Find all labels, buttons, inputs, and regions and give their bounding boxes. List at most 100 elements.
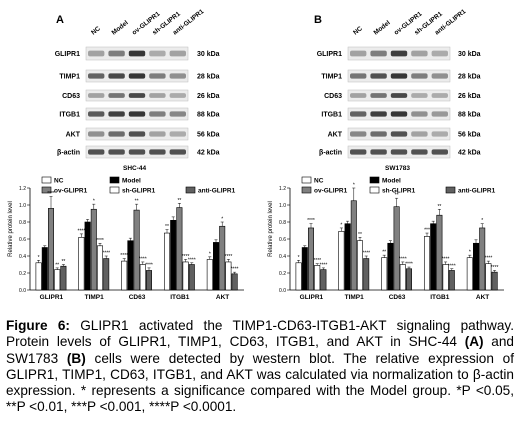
blot-band xyxy=(108,149,125,155)
y-tick-label: 0.0 xyxy=(279,288,286,294)
blot-band xyxy=(128,111,146,117)
blot-band xyxy=(431,131,448,137)
blot-band xyxy=(370,131,387,137)
significance-label: * xyxy=(340,222,342,228)
blot-band xyxy=(390,73,408,79)
size-label: 28 kDa xyxy=(458,74,481,81)
significance-label: **** xyxy=(96,238,104,244)
panel-letter: B xyxy=(314,14,322,26)
blot-band xyxy=(431,93,448,98)
blot-band xyxy=(350,93,367,98)
blot-band xyxy=(88,73,105,79)
blot-band xyxy=(411,131,428,137)
bar xyxy=(320,269,327,291)
significance-label: **** xyxy=(399,256,407,262)
size-label: 88 kDa xyxy=(458,112,481,119)
significance-label: * xyxy=(93,199,95,205)
significance-label: **** xyxy=(442,256,450,262)
significance-label: **** xyxy=(320,262,328,268)
significance-label: ** xyxy=(395,193,399,199)
bar xyxy=(393,206,400,291)
x-tick-label: ITGB1 xyxy=(170,294,190,300)
bar xyxy=(491,271,498,291)
blot-band xyxy=(128,93,146,98)
bar xyxy=(399,264,406,291)
blot-band xyxy=(128,50,146,57)
blot-band xyxy=(88,131,105,137)
blot-band xyxy=(350,111,367,117)
bar xyxy=(314,265,321,291)
significance-label: **** xyxy=(485,256,493,262)
y-tick-label: 0.4 xyxy=(19,254,26,260)
bar xyxy=(47,208,54,291)
bar xyxy=(405,268,412,291)
blot-band xyxy=(149,131,166,137)
blot-band xyxy=(128,73,146,79)
y-axis-label: Relative protein level xyxy=(268,201,274,257)
size-label: 88 kDa xyxy=(197,112,220,119)
blot-band xyxy=(350,50,367,57)
blot-band xyxy=(411,50,428,57)
legend-swatch xyxy=(185,186,196,194)
blot-panel-a: ANC Model ov-GLIPR1sh-GLIPR1anti-GLIPR1GLI… xyxy=(55,8,220,172)
cell-line-label: SHC-44 xyxy=(123,165,147,172)
caption-text-1: GLIPR1 activated the TIMP1-CD63-ITGB1-AK… xyxy=(6,318,514,350)
legend-label: ov-GLIPR1 xyxy=(314,188,348,195)
size-label: 56 kDa xyxy=(458,132,481,139)
y-tick-label: 0.8 xyxy=(19,220,26,226)
significance-label: * xyxy=(298,255,300,261)
significance-label: ** xyxy=(165,224,169,230)
significance-label: **** xyxy=(78,228,86,234)
x-tick-label: CD63 xyxy=(129,294,146,300)
significance-label: **** xyxy=(231,267,239,273)
significance-label: *** xyxy=(424,228,430,234)
protein-label: ITGB1 xyxy=(321,112,342,119)
blot-band xyxy=(149,111,166,117)
size-label: 26 kDa xyxy=(197,93,220,100)
bar xyxy=(133,209,140,291)
blot-band xyxy=(370,111,387,117)
blot-band xyxy=(128,131,146,137)
legend-label: NC xyxy=(314,178,324,185)
blot-band xyxy=(370,50,387,57)
legend-swatch xyxy=(301,186,312,194)
y-tick-label: 1.2 xyxy=(19,186,26,192)
y-tick-label: 0.2 xyxy=(279,271,286,277)
bar xyxy=(381,257,388,291)
protein-label: TIMP1 xyxy=(321,74,342,81)
significance-label: **** xyxy=(491,265,499,271)
blot-band xyxy=(88,149,105,155)
y-axis-label: Relative protein level xyxy=(8,201,14,257)
significance-label: **** xyxy=(362,251,370,257)
blot-band xyxy=(411,93,428,98)
lane-label: NC xyxy=(90,25,102,36)
significance-label: **** xyxy=(405,262,413,268)
y-tick-label: 1.2 xyxy=(279,186,286,192)
bar xyxy=(213,242,220,291)
protein-label: β-actin xyxy=(57,150,80,157)
legend-swatch xyxy=(369,176,380,184)
blot-band xyxy=(431,149,448,155)
bar xyxy=(41,247,48,291)
blot-band xyxy=(128,149,146,155)
legend-swatch xyxy=(301,176,312,184)
protein-label: β-actin xyxy=(319,150,342,157)
x-tick-label: TIMP1 xyxy=(345,294,365,300)
bar xyxy=(170,220,177,291)
significance-label: **** xyxy=(47,191,55,197)
blot-band xyxy=(149,93,166,98)
blot-band xyxy=(370,73,387,79)
blot-band xyxy=(169,111,186,117)
x-tick-label: GLIPR1 xyxy=(40,294,64,300)
blot-band xyxy=(88,111,105,117)
x-tick-label: ITGB1 xyxy=(430,294,450,300)
significance-label: ** xyxy=(135,199,139,205)
blot-band xyxy=(169,93,186,98)
legend-label: anti-GLIPR1 xyxy=(458,188,496,195)
blot-panel-b: BNC Model ov-GLIPR1sh-GLIPR1anti-GLIPR1GLI… xyxy=(314,8,481,172)
protein-label: GLIPR1 xyxy=(55,51,80,58)
blot-band xyxy=(88,93,105,98)
bar xyxy=(466,257,473,291)
protein-label: CD63 xyxy=(324,93,342,100)
bar xyxy=(350,200,357,291)
